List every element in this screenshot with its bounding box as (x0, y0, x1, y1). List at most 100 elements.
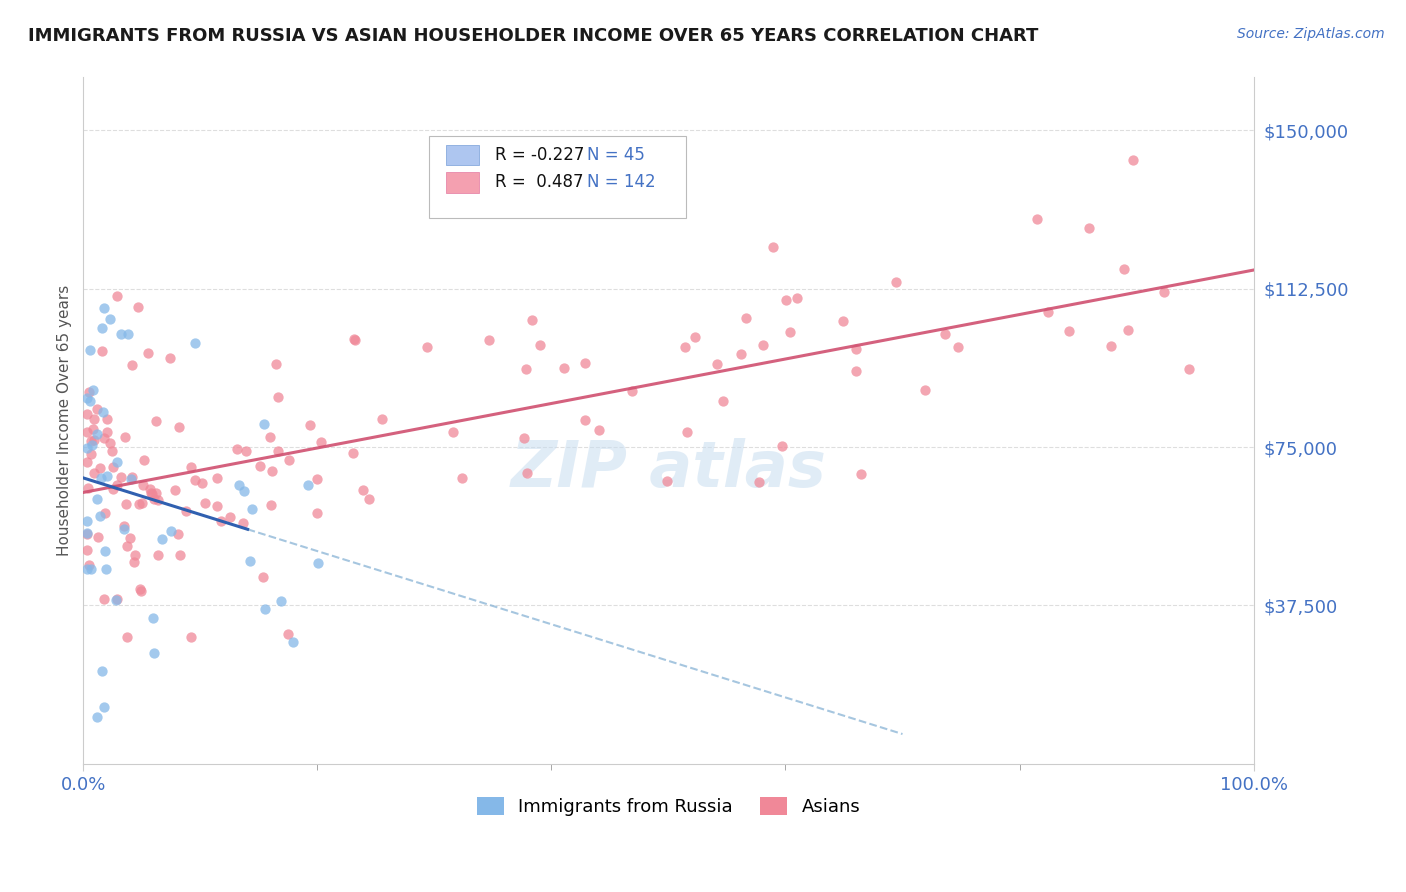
Text: IMMIGRANTS FROM RUSSIA VS ASIAN HOUSEHOLDER INCOME OVER 65 YEARS CORRELATION CHA: IMMIGRANTS FROM RUSSIA VS ASIAN HOUSEHOL… (28, 27, 1039, 45)
Point (90, 664, 112, 678)
Point (235, 443, 257, 458)
Point (1026, 211, 1049, 226)
Point (86, 710, 108, 724)
Point (98, 312, 121, 326)
Point (77, 385, 100, 400)
Text: Source: ZipAtlas.com: Source: ZipAtlas.com (1237, 27, 1385, 41)
Point (76, 407, 98, 421)
Point (343, 333, 366, 347)
Point (86, 427, 108, 442)
Point (93, 591, 115, 606)
Point (1112, 262, 1135, 277)
Text: N = 45: N = 45 (586, 146, 644, 164)
Point (132, 477, 155, 491)
Point (267, 391, 290, 405)
Point (621, 384, 644, 398)
Point (93, 301, 115, 315)
Point (1078, 221, 1101, 235)
Point (194, 496, 217, 510)
Point (77, 558, 100, 572)
Point (946, 340, 969, 354)
Point (730, 346, 752, 360)
Point (209, 515, 232, 529)
Point (675, 425, 697, 440)
Point (673, 340, 696, 354)
Point (786, 291, 808, 305)
Point (205, 471, 228, 485)
Point (588, 423, 610, 437)
Point (1036, 305, 1059, 319)
Point (553, 361, 575, 376)
Point (253, 602, 276, 616)
Point (79, 343, 101, 357)
Point (76, 542, 98, 557)
Point (249, 459, 271, 474)
Point (101, 460, 124, 475)
Point (845, 342, 868, 356)
Point (307, 506, 329, 520)
Point (515, 362, 537, 376)
Point (105, 289, 128, 303)
FancyBboxPatch shape (446, 145, 479, 165)
FancyBboxPatch shape (446, 172, 479, 193)
Point (83, 412, 105, 426)
Point (90, 471, 112, 485)
Point (143, 491, 166, 506)
Point (219, 510, 242, 524)
Point (1177, 362, 1199, 376)
Point (281, 634, 304, 648)
Point (342, 446, 364, 460)
Point (114, 497, 136, 511)
Point (762, 240, 785, 254)
Point (232, 516, 254, 530)
Point (160, 524, 183, 538)
Point (233, 483, 256, 498)
Point (352, 483, 374, 497)
Point (76, 526, 98, 541)
Point (706, 357, 728, 371)
Point (104, 593, 127, 607)
Point (207, 500, 229, 514)
Point (775, 293, 797, 307)
Point (735, 310, 758, 325)
Point (180, 630, 202, 644)
Point (1153, 285, 1175, 299)
Point (683, 330, 706, 344)
Point (253, 417, 276, 431)
Point (101, 444, 124, 458)
Point (574, 356, 596, 370)
Point (131, 496, 153, 510)
Point (371, 412, 394, 426)
Point (228, 478, 250, 492)
Point (93, 700, 115, 714)
Point (76, 481, 98, 495)
Point (82, 383, 104, 397)
Point (478, 333, 501, 347)
Point (80, 447, 103, 461)
Point (83, 466, 105, 480)
Point (226, 442, 249, 456)
Point (845, 364, 868, 378)
Point (520, 312, 543, 326)
Y-axis label: Householder Income Over 65 years: Householder Income Over 65 years (58, 285, 72, 557)
Point (86, 401, 108, 416)
Point (169, 548, 191, 562)
Point (89, 508, 111, 523)
Point (264, 357, 287, 371)
Point (129, 584, 152, 599)
Point (779, 325, 801, 339)
Point (145, 486, 167, 500)
Text: R =  0.487: R = 0.487 (495, 173, 583, 192)
Point (86, 492, 108, 507)
Point (529, 338, 551, 352)
Point (127, 300, 149, 314)
Point (82, 422, 104, 436)
Point (752, 338, 775, 352)
Point (1116, 322, 1139, 336)
Point (76, 514, 98, 528)
Text: N = 142: N = 142 (586, 173, 655, 192)
Point (1099, 339, 1122, 353)
Point (121, 359, 143, 373)
Point (934, 326, 956, 341)
Point (115, 539, 138, 553)
